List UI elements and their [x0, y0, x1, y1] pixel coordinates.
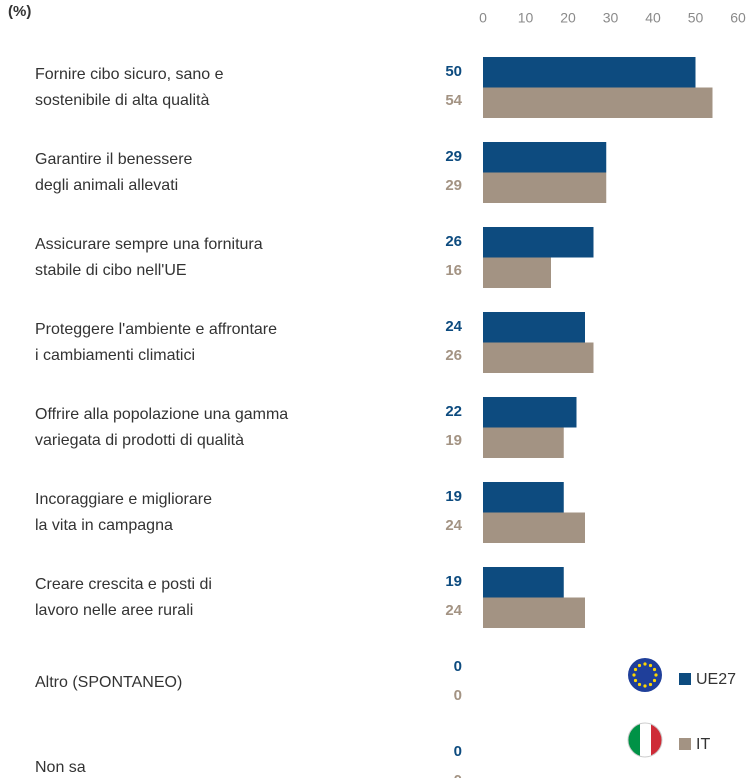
- value-label: 16: [445, 262, 462, 279]
- value-label: 19: [445, 432, 462, 449]
- value-label: 50: [445, 63, 462, 80]
- bar: [483, 427, 564, 458]
- category-label: Garantire il benessere degli animali all…: [35, 151, 193, 194]
- value-label: 24: [445, 517, 462, 534]
- x-tick-label: 40: [645, 10, 661, 26]
- bar: [483, 512, 585, 543]
- x-tick-label: 20: [560, 10, 576, 26]
- value-label: 24: [445, 318, 462, 335]
- bar: [483, 597, 585, 628]
- value-label: 22: [445, 403, 462, 420]
- it-flag: [627, 722, 663, 758]
- x-tick-label: 60: [730, 10, 746, 26]
- value-label: 26: [445, 233, 462, 250]
- value-label: 0: [454, 772, 462, 778]
- category-label: Altro (SPONTANEO): [35, 674, 183, 691]
- category-label: Creare crescita e posti di lavoro nelle …: [35, 576, 212, 619]
- value-label: 19: [445, 488, 462, 505]
- legend-swatch: [679, 738, 691, 750]
- value-label: 19: [445, 573, 462, 590]
- category-label: Proteggere l'ambiente e affrontare i cam…: [35, 321, 278, 364]
- value-label: 54: [445, 92, 462, 109]
- bar: [483, 227, 594, 258]
- bar: [483, 312, 585, 343]
- category-label: Assicurare sempre una fornitura stabile …: [35, 236, 263, 279]
- bar: [483, 57, 696, 88]
- value-label: 24: [445, 602, 462, 619]
- category-label: Non sa: [35, 759, 86, 776]
- value-label: 0: [454, 687, 462, 704]
- legend-label: UE27: [696, 671, 736, 688]
- bar: [483, 142, 607, 173]
- category-label: Offrire alla popolazione una gamma varie…: [35, 406, 289, 449]
- legend-swatch: [679, 673, 691, 685]
- category-label: Incoraggiare e migliorare la vita in cam…: [35, 491, 212, 534]
- x-tick-label: 10: [518, 10, 534, 26]
- value-label: 0: [454, 743, 462, 760]
- bar: [483, 397, 577, 428]
- x-tick-label: 0: [479, 10, 487, 26]
- value-label: 0: [454, 658, 462, 675]
- bar: [483, 87, 713, 118]
- x-tick-label: 30: [603, 10, 619, 26]
- bar: [483, 257, 551, 288]
- bar: [483, 342, 594, 373]
- value-label: 29: [445, 177, 462, 194]
- value-label: 26: [445, 347, 462, 364]
- bar: [483, 567, 564, 598]
- legend-label: IT: [696, 736, 710, 753]
- chart-title: (%): [8, 3, 31, 20]
- bar: [483, 482, 564, 513]
- value-label: 29: [445, 148, 462, 165]
- eu-flag: [628, 658, 662, 692]
- x-tick-label: 50: [688, 10, 704, 26]
- category-label: Fornire cibo sicuro, sano e sostenibile …: [35, 66, 224, 109]
- bar: [483, 172, 607, 203]
